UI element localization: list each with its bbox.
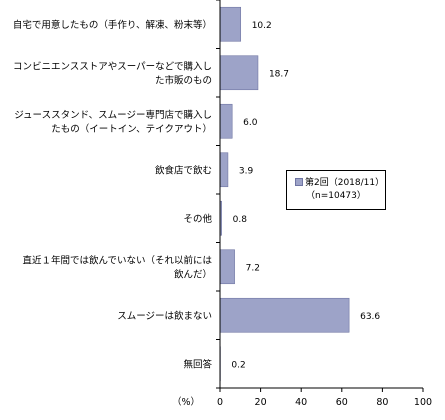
category-label-line: コンビニエンスストアやスーパーなどで購入し (13, 60, 212, 72)
legend-entry: 第2回（2018/11） (295, 177, 385, 190)
data-label: 3.9 (239, 166, 254, 176)
data-label: 6.0 (243, 118, 258, 128)
bar (219, 249, 235, 285)
category-labels: 自宅で用意したもの（手作り、解凍、粉末等） コンビニエンスストアやスーパーなどで購… (13, 19, 213, 371)
category-label-line: た市販のもの (155, 74, 212, 86)
category-label-line: たもの（イートイン、テイクアウト） (51, 123, 212, 135)
legend-swatch (295, 178, 303, 186)
legend-sample-size: （n=10473） (306, 191, 366, 201)
category-label-line: 飲食店で飲む (155, 164, 212, 176)
legend-label: 第2回（2018/11） (305, 178, 385, 188)
x-tick-label: 60 (336, 397, 348, 408)
data-label: 7.2 (246, 263, 260, 273)
category-label: コンビニエンスストアやスーパーなどで購入した市販のもの (13, 60, 212, 86)
category-label: 直近１年間では飲んでいない（それ以前には飲んだ） (22, 254, 212, 280)
category-label: 無回答 (183, 358, 212, 370)
category-label-line: スムージーは飲まない (117, 310, 212, 322)
x-tick-label: 80 (376, 397, 388, 408)
category-label-line: 無回答 (183, 358, 212, 370)
data-label: 10.2 (252, 21, 272, 31)
x-tick-label: 100 (414, 397, 432, 408)
data-label: 63.6 (360, 312, 380, 322)
x-tick-label: 20 (255, 397, 267, 408)
data-label: 0.2 (231, 360, 245, 370)
category-label-line: 直近１年間では飲んでいない（それ以前には (22, 254, 212, 266)
x-axis-unit-label: （%） (172, 396, 200, 408)
bar (219, 103, 233, 139)
category-label-line: 飲んだ） (174, 268, 212, 280)
x-axis: 0 20 40 60 80 100 (216, 0, 432, 408)
category-label: 飲食店で飲む (155, 164, 212, 176)
category-label-line: 自宅で用意したもの（手作り、解凍、粉末等） (13, 19, 212, 31)
category-label: 自宅で用意したもの（手作り、解凍、粉末等） (13, 19, 212, 31)
bar (219, 297, 350, 333)
x-tick-label: 40 (295, 397, 307, 408)
category-label: その他 (183, 213, 212, 225)
bar (219, 152, 229, 188)
value-labels: 10.2 18.7 6.0 3.9 0.8 7.2 63.6 0.2 (231, 21, 380, 371)
category-label: スムージーは飲まない (117, 310, 212, 322)
category-label-line: ジューススタンド、スムージー専門店で購入し (14, 109, 212, 121)
legend: 第2回（2018/11） （n=10473） (286, 170, 386, 210)
category-label-line: その他 (183, 213, 212, 225)
x-tick-label: 0 (217, 397, 223, 408)
data-label: 0.8 (233, 215, 248, 225)
category-label: ジューススタンド、スムージー専門店で購入したもの（イートイン、テイクアウト） (14, 109, 212, 135)
bar (219, 6, 242, 42)
bar (219, 55, 259, 91)
data-label: 18.7 (269, 69, 289, 79)
